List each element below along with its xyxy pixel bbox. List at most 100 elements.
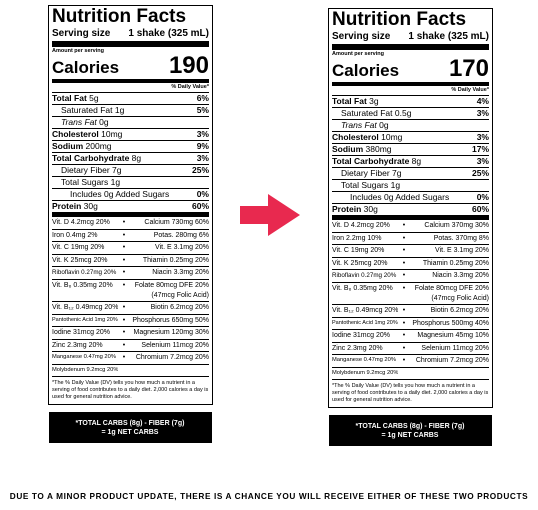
footnote: *The % Daily Value (DV) tells you how mu… xyxy=(52,380,209,400)
calories-value: 190 xyxy=(168,52,209,79)
vitamin-row: Vit. C 19mg 20% • Vit. E 3.1mg 20% xyxy=(332,245,489,258)
vitamin-right: Folate 80mcg DFE 20% xyxy=(414,284,489,292)
vitamin-left: Vit. D 4.2mcg 20% xyxy=(332,222,390,229)
nutrient: Saturated Fat 0.5g xyxy=(332,108,411,119)
vitamin-left: Riboflavin 0.27mg 20% xyxy=(52,269,117,276)
net-carbs: *TOTAL CARBS (8g) - FIBER (7g) = 1g NET C… xyxy=(328,415,492,446)
vitamin-row: Manganese 0.47mg 20% • Chromium 7.2mcg 20% xyxy=(332,355,489,368)
label-title: Nutrition Facts xyxy=(52,6,187,27)
nutrient: Cholesterol 10mg xyxy=(52,129,122,140)
bullet: • xyxy=(122,244,126,251)
arrow-shape xyxy=(240,194,300,236)
footer-note: DUE TO A MINOR PRODUCT UPDATE, THERE IS … xyxy=(9,492,529,501)
nutrient-row: Dietary Fiber 7g 25% xyxy=(52,164,209,176)
nutrient-name: Includes 0g Added Sugars xyxy=(70,189,170,199)
vitamin-right: Niacin 3.3mg 20% xyxy=(432,272,489,279)
nutrient-name: Dietary Fiber xyxy=(61,165,110,175)
vitamin-right: Magnesium 120mg 30% xyxy=(133,329,210,336)
nutrient-amount: 30g xyxy=(83,201,98,211)
vitamin-row: Molybdenum 9.2mcg 20% xyxy=(52,365,209,377)
nutrient-amount: 10mg xyxy=(101,129,123,139)
nutrient-row: Includes 0g Added Sugars 0% xyxy=(52,188,209,200)
nutrient-amount: 380mg xyxy=(365,144,392,154)
bullet: • xyxy=(402,344,406,352)
vitamin-row: Zinc 2.3mg 20% • Selenium 11mcg 20% xyxy=(52,340,209,352)
nutrient-amount: 1g xyxy=(114,105,125,115)
vitamin-row: Pantothenic Acid 1mg 20% • Phosphorus 650m… xyxy=(52,315,209,327)
bullet: • xyxy=(122,304,126,311)
nutrient-dv: 4% xyxy=(476,96,489,106)
nutrient-row: Total Sugars 1g xyxy=(332,179,489,191)
arrow xyxy=(240,194,300,236)
nutrient-dv: 3% xyxy=(476,132,489,142)
nutrient-name: Protein xyxy=(52,201,82,211)
vitamin-line: Iodine 31mcg 20% • Magnesium 45mg 10% xyxy=(332,330,489,342)
vitamin-right: Phosphorus 500mg 40% xyxy=(412,319,489,327)
nutrient-name: Total Sugars xyxy=(341,180,389,190)
vitamin-left: Riboflavin 0.27mg 20% xyxy=(332,272,397,279)
nutrient-name: Total Carbohydrate xyxy=(332,156,410,166)
vitamin-line: Molybdenum 9.2mcg 20% xyxy=(332,368,489,380)
vitamin-line: Vit. B₆ 0.35mg 20% • Folate 80mcg DFE 20% xyxy=(52,280,209,292)
nutrient: Total Fat 3g xyxy=(332,96,379,107)
nutrient: Dietary Fiber 7g xyxy=(332,168,402,179)
vitamin-line: Vit. B₁₂ 0.49mcg 20% • Biotin 6.2mcg 20% xyxy=(332,305,489,317)
nutrient-row: Saturated Fat 0.5g 3% xyxy=(332,107,489,119)
nutrient-dv: 0% xyxy=(196,189,209,199)
bullet: • xyxy=(122,341,126,349)
vitamin-row: Iodine 31mcg 20% • Magnesium 120mg 30% xyxy=(52,327,209,340)
bullet: • xyxy=(402,259,406,267)
nutrient-name: Saturated Fat xyxy=(61,105,113,115)
nutrient-amount: 0.5g xyxy=(394,108,412,118)
serving-size: Serving size 1 shake (325 mL) xyxy=(332,31,489,50)
vitamin-left: Pantothenic Acid 1mg 20% xyxy=(52,316,118,323)
nutrient: Total Carbohydrate 8g xyxy=(332,156,421,167)
nutrient-row: Includes 0g Added Sugars 0% xyxy=(332,191,489,203)
nutrient-amount: 1g xyxy=(110,177,121,187)
amount-per-serving: Amount per serving xyxy=(332,51,384,57)
vitamin-line: Manganese 0.47mg 20% • Chromium 7.2mcg 20% xyxy=(332,355,489,367)
nutrient: Saturated Fat 1g xyxy=(52,105,124,116)
vitamin-left: Vit. K 25mcg 20% xyxy=(332,259,388,267)
vitamin-right: Potas. 280mg 6% xyxy=(153,231,209,239)
vitamin-line: Pantothenic Acid 1mg 20% • Phosphorus 500m… xyxy=(332,318,489,330)
label-title: Nutrition Facts xyxy=(332,9,467,30)
nutrient-row: Total Carbohydrate 8g 3% xyxy=(332,155,489,167)
vitamin-line: Riboflavin 0.27mg 20% • Niacin 3.3mg 20% xyxy=(52,267,209,279)
bullet: • xyxy=(122,269,126,276)
nutrient-name: Saturated Fat xyxy=(341,108,393,118)
nutrient: Protein 30g xyxy=(52,201,98,212)
nutrient-dv: 60% xyxy=(471,204,489,214)
nutrient-name: Total Sugars xyxy=(61,177,109,187)
vitamin-left: Vit. C 19mg 20% xyxy=(332,247,385,254)
vitamin-left: Manganese 0.47mg 20% xyxy=(332,357,396,363)
nutrient-row: Cholesterol 10mg 3% xyxy=(332,131,489,143)
nutrient: Total Sugars 1g xyxy=(332,180,400,191)
vitamin-row: Vit. K 25mcg 20% • Thiamin 0.25mg 20% xyxy=(52,255,209,267)
vitamin-row: Manganese 0.47mg 20% • Chromium 7.2mcg 20% xyxy=(52,352,209,365)
bullet: • xyxy=(122,281,126,289)
nutrient-amount: 10mg xyxy=(381,132,403,142)
net-carbs: *TOTAL CARBS (8g) - FIBER (7g) = 1g NET C… xyxy=(48,412,212,443)
nutrient-row: Protein 30g 60% xyxy=(332,203,489,220)
serving-size: Serving size 1 shake (325 mL) xyxy=(52,28,209,47)
serving-value: 1 shake (325 mL) xyxy=(128,28,209,39)
vitamin-line: Vit. C 19mg 20% • Vit. E 3.1mg 20% xyxy=(52,242,209,254)
nutrient-name: Cholesterol xyxy=(332,132,379,142)
nutrient-dv: 25% xyxy=(191,165,209,175)
vitamin-left: Vit. D 4.2mcg 20% xyxy=(52,219,110,226)
net-carbs-line: *TOTAL CARBS (8g) - FIBER (7g) xyxy=(75,419,185,427)
vitamin-right: Selenium 11mcg 20% xyxy=(421,344,489,352)
daily-value-header: % Daily Value* xyxy=(451,87,489,93)
vitamin-left: Zinc 2.3mg 20% xyxy=(332,344,383,352)
nutrient-amount: 1g xyxy=(390,180,401,190)
vitamin-row: Vit. B₁₂ 0.49mcg 20% • Biotin 6.2mcg 20% xyxy=(52,302,209,315)
vitamin-left: Vit. B₁₂ 0.49mcg 20% xyxy=(52,304,118,311)
bullet: • xyxy=(402,222,406,229)
net-carbs-line: = 1g NET CARBS xyxy=(101,428,159,436)
nutrient-amount: 30g xyxy=(363,204,378,214)
nutrient-name: Total Fat xyxy=(332,96,367,106)
vitamin-row: Zinc 2.3mg 20% • Selenium 11mcg 20% xyxy=(332,343,489,355)
vitamin-note: (47mcg Folic Acid) xyxy=(151,292,209,299)
net-carbs-line: = 1g NET CARBS xyxy=(381,431,439,439)
